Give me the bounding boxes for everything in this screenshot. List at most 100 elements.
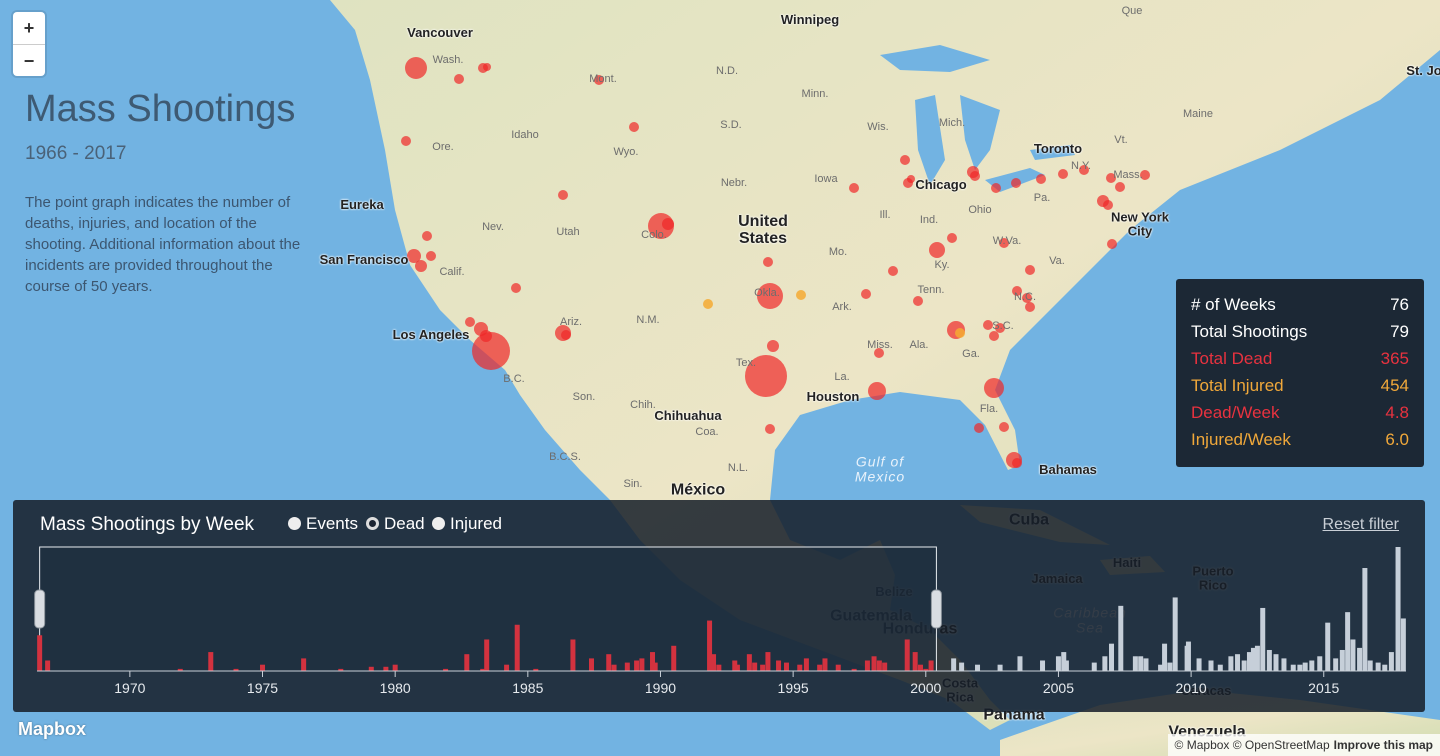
map-point (1011, 178, 1021, 188)
stat-row: Total Dead 365 (1191, 349, 1409, 369)
map-label: Ore. (432, 141, 454, 154)
reset-filter[interactable]: Reset filter (1322, 516, 1399, 533)
map-label: Tex. (735, 357, 757, 370)
map-point (999, 422, 1009, 432)
stat-row: Total Injured 454 (1191, 376, 1409, 396)
land (330, 0, 1440, 730)
map-point (1025, 302, 1035, 312)
map-point (558, 190, 568, 200)
stat-label: Dead/Week (1191, 403, 1280, 422)
radio (366, 517, 379, 530)
stat-label: # of Weeks (1191, 295, 1276, 314)
map-label: Chihuahua (654, 408, 722, 424)
map-point (970, 171, 980, 181)
map-point (1058, 169, 1068, 179)
map-label: N.C. (1014, 291, 1036, 304)
option-label: Injured (450, 514, 502, 533)
stat-value: 365 (1380, 349, 1409, 368)
map-point (511, 283, 521, 293)
stat-label: Injured/Week (1191, 430, 1291, 449)
lake (960, 95, 1000, 170)
map-label: Vt. (1114, 134, 1128, 147)
attribution: © Mapbox © OpenStreetMap Improve this map (1167, 734, 1440, 756)
map-point (1106, 173, 1116, 183)
stat-row: Injured/Week 6.0 (1191, 430, 1409, 450)
map-label: Ky. (934, 259, 950, 272)
map-label: Calif. (439, 266, 465, 279)
map-label: Houston (806, 389, 860, 405)
map-point (472, 332, 510, 370)
map-point (995, 323, 1005, 333)
map-point (1140, 170, 1150, 180)
radio (432, 517, 445, 530)
zoom-out[interactable]: − (13, 44, 45, 77)
map-point (796, 290, 806, 300)
map-label: B.C. (503, 373, 525, 386)
map-point (415, 260, 427, 272)
map-label: N.L. (727, 462, 749, 475)
map-point (989, 331, 999, 341)
map-point (422, 231, 432, 241)
map-point (999, 238, 1009, 248)
stat-value: 454 (1380, 376, 1409, 395)
improve-link[interactable]: Improve this map (1333, 738, 1433, 752)
map-label: Sin. (623, 478, 643, 491)
stat-label: Total Dead (1191, 349, 1273, 368)
map-label: Ariz. (560, 316, 582, 329)
subtitle: 1966 - 2017 (25, 143, 127, 164)
map-point (861, 289, 871, 299)
map-label: United States (738, 213, 788, 247)
map-point (763, 257, 773, 267)
map-point (991, 183, 1001, 193)
title: Mass Shootings (25, 88, 296, 130)
map-label: Que (1121, 5, 1143, 18)
map-label: S.D. (720, 119, 742, 132)
map-label: New York City (1110, 209, 1170, 238)
map-point (888, 266, 898, 276)
map-label: S.C. (992, 320, 1014, 333)
map-label: Mont. (589, 73, 617, 86)
map-point (454, 74, 464, 84)
stat-value: 79 (1390, 322, 1409, 341)
map-point (765, 424, 775, 434)
map-label: Fla. (979, 403, 999, 416)
map-label: Eureka (340, 197, 384, 213)
description: The point graph indicates the number of … (25, 194, 301, 295)
map-label: Coa. (695, 426, 719, 439)
attribution-text[interactable]: © Mapbox © OpenStreetMap (1174, 738, 1330, 752)
map-point (757, 283, 783, 309)
mapbox-logo[interactable]: Mapbox (18, 719, 87, 739)
stat-row: Dead/Week 4.8 (1191, 403, 1409, 423)
map-label: Ga. (962, 348, 980, 361)
map-label: Vancouver (407, 25, 473, 41)
map-label: Mich. (938, 117, 966, 130)
map-label: Ill. (879, 209, 891, 222)
map-point (1115, 182, 1125, 192)
map-label: Los Angeles (392, 327, 470, 343)
map-point (900, 155, 910, 165)
map-label: Wyo. (613, 146, 639, 159)
map-label: Son. (572, 391, 596, 404)
shooting-points (401, 57, 1150, 468)
mode-option[interactable]: Injured (432, 514, 502, 534)
map-point (703, 299, 713, 309)
map-point (955, 328, 965, 338)
map-point (629, 122, 639, 132)
map-point (1103, 200, 1113, 210)
map-point (745, 355, 787, 397)
map-label: Chicago (915, 177, 967, 193)
stats-box: # of Weeks 76 Total Shootings 79 Total Dead 3… (1176, 279, 1424, 467)
map-label: Gulf of Mexico (854, 453, 906, 484)
option-label: Dead (384, 514, 425, 533)
map-label: Nev. (482, 221, 504, 234)
map-point (1012, 458, 1022, 468)
map-point (947, 233, 957, 243)
mode-option[interactable]: Dead (366, 514, 425, 534)
mode-option[interactable]: Events (288, 514, 358, 534)
stat-value: 6.0 (1385, 430, 1409, 449)
stat-value: 76 (1390, 295, 1409, 314)
zoom-in[interactable]: + (23, 18, 35, 38)
lake (1030, 145, 1075, 160)
lake (915, 95, 945, 185)
